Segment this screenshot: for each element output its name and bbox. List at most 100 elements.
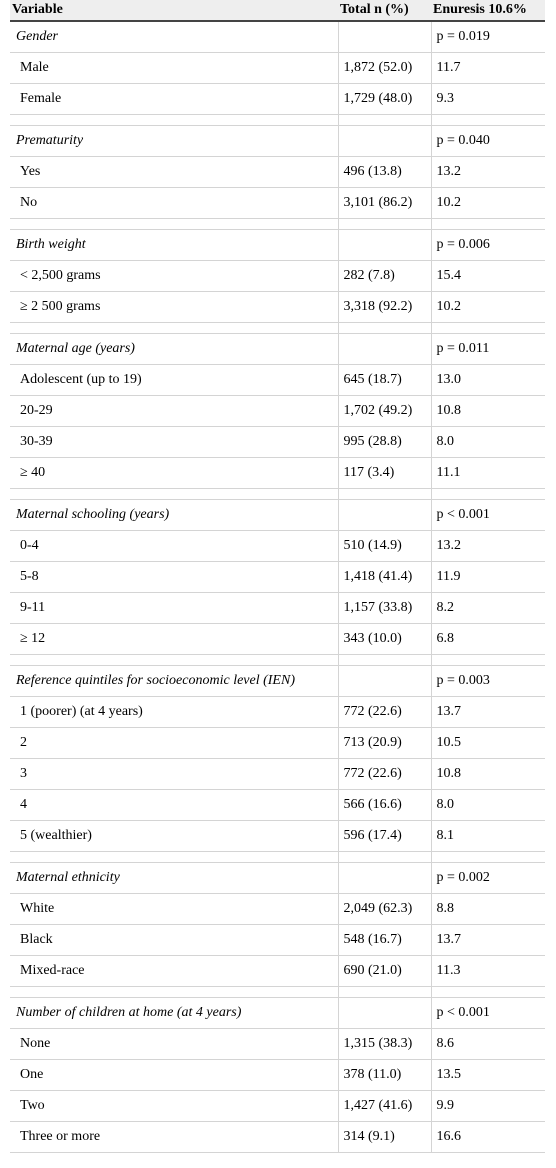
row-label: 20-29 — [10, 395, 338, 427]
spacer-row — [10, 114, 545, 126]
spacer-row — [10, 488, 545, 500]
row-total: 566 (16.6) — [337, 789, 431, 821]
row-enuresis: 13.2 — [430, 530, 545, 562]
spacer-cell — [10, 322, 338, 334]
row-total: 690 (21.0) — [337, 955, 431, 987]
header-variable: Variable — [10, 0, 338, 22]
group-total-empty — [337, 21, 431, 53]
row-total: 1,702 (49.2) — [337, 395, 431, 427]
row-enuresis: 15.4 — [430, 260, 545, 292]
group-label: Gender — [10, 21, 338, 53]
row-label: 2 — [10, 727, 338, 759]
row-label: 9-11 — [10, 592, 338, 624]
row-label: ≥ 40 — [10, 457, 338, 489]
row-enuresis: 9.3 — [430, 83, 545, 115]
table-row: None 1,315 (38.3) 8.6 — [10, 1028, 545, 1060]
spacer-row — [10, 851, 545, 863]
row-enuresis: 10.5 — [430, 727, 545, 759]
spacer-cell — [10, 851, 338, 863]
row-label: 5-8 — [10, 561, 338, 593]
spacer-row — [10, 986, 545, 998]
row-label: None — [10, 1028, 338, 1060]
row-label: White — [10, 893, 338, 925]
row-total: 1,418 (41.4) — [337, 561, 431, 593]
table-row: 20-29 1,702 (49.2) 10.8 — [10, 395, 545, 427]
row-enuresis: 16.6 — [430, 1121, 545, 1153]
row-total: 510 (14.9) — [337, 530, 431, 562]
row-total: 1,729 (48.0) — [337, 83, 431, 115]
group-label: Maternal age (years) — [10, 333, 338, 365]
group-total-empty — [337, 333, 431, 365]
row-total: 645 (18.7) — [337, 364, 431, 396]
row-enuresis: 11.1 — [430, 457, 545, 489]
table-row: < 2,500 grams 282 (7.8) 15.4 — [10, 260, 545, 292]
row-total: 314 (9.1) — [337, 1121, 431, 1153]
row-total: 3,101 (86.2) — [337, 187, 431, 219]
table-row: 5-8 1,418 (41.4) 11.9 — [10, 561, 545, 593]
header-enuresis: Enuresis 10.6% — [431, 0, 545, 22]
row-label: ≥ 2 500 grams — [10, 291, 338, 323]
row-enuresis: 11.3 — [430, 955, 545, 987]
table-row: Black 548 (16.7) 13.7 — [10, 924, 545, 956]
row-enuresis: 9.9 — [430, 1090, 545, 1122]
row-enuresis: 6.8 — [430, 623, 545, 655]
table-row: ≥ 12 343 (10.0) 6.8 — [10, 623, 545, 655]
row-label: 3 — [10, 758, 338, 790]
table-row: White 2,049 (62.3) 8.8 — [10, 893, 545, 925]
spacer-cell — [430, 851, 545, 863]
group-row: Maternal schooling (years) p < 0.001 — [10, 499, 545, 531]
table-row: Female 1,729 (48.0) 9.3 — [10, 83, 545, 115]
table-row: 3 772 (22.6) 10.8 — [10, 758, 545, 790]
row-total: 772 (22.6) — [337, 696, 431, 728]
spacer-cell — [10, 986, 338, 998]
row-enuresis: 13.5 — [430, 1059, 545, 1091]
spacer-row — [10, 322, 545, 334]
group-total-empty — [337, 499, 431, 531]
row-enuresis: 8.6 — [430, 1028, 545, 1060]
group-total-empty — [337, 665, 431, 697]
row-label: ≥ 12 — [10, 623, 338, 655]
spacer-cell — [337, 114, 431, 126]
spacer-row — [10, 218, 545, 230]
spacer-cell — [430, 114, 545, 126]
table-row: Adolescent (up to 19) 645 (18.7) 13.0 — [10, 364, 545, 396]
row-total: 1,157 (33.8) — [337, 592, 431, 624]
group-p-value: p = 0.019 — [430, 21, 545, 53]
row-enuresis: 11.9 — [430, 561, 545, 593]
row-total: 343 (10.0) — [337, 623, 431, 655]
row-label: 30-39 — [10, 426, 338, 458]
row-enuresis: 8.0 — [430, 426, 545, 458]
row-total: 378 (11.0) — [337, 1059, 431, 1091]
table-row: Three or more 314 (9.1) 16.6 — [10, 1121, 545, 1153]
table-row: ≥ 40 117 (3.4) 11.1 — [10, 457, 545, 489]
spacer-cell — [430, 322, 545, 334]
table-row: 1 (poorer) (at 4 years) 772 (22.6) 13.7 — [10, 696, 545, 728]
row-label: 4 — [10, 789, 338, 821]
table-row: 4 566 (16.6) 8.0 — [10, 789, 545, 821]
row-total: 117 (3.4) — [337, 457, 431, 489]
group-p-value: p = 0.040 — [430, 125, 545, 157]
row-total: 2,049 (62.3) — [337, 893, 431, 925]
group-label: Reference quintiles for socioeconomic le… — [10, 665, 338, 697]
spacer-cell — [337, 986, 431, 998]
group-total-empty — [337, 125, 431, 157]
table-row: No 3,101 (86.2) 10.2 — [10, 187, 545, 219]
table-row: 9-11 1,157 (33.8) 8.2 — [10, 592, 545, 624]
group-label: Number of children at home (at 4 years) — [10, 997, 338, 1029]
group-total-empty — [337, 997, 431, 1029]
spacer-cell — [10, 654, 338, 666]
spacer-cell — [10, 218, 338, 230]
group-row: Gender p = 0.019 — [10, 21, 545, 53]
row-label: Female — [10, 83, 338, 115]
row-enuresis: 10.2 — [430, 291, 545, 323]
spacer-cell — [337, 654, 431, 666]
row-total: 772 (22.6) — [337, 758, 431, 790]
spacer-cell — [10, 488, 338, 500]
spacer-row — [10, 654, 545, 666]
row-enuresis: 10.8 — [430, 395, 545, 427]
row-enuresis: 10.2 — [430, 187, 545, 219]
group-p-value: p = 0.006 — [430, 229, 545, 261]
group-row: Prematurity p = 0.040 — [10, 125, 545, 157]
row-enuresis: 13.7 — [430, 696, 545, 728]
group-label: Maternal ethnicity — [10, 862, 338, 894]
